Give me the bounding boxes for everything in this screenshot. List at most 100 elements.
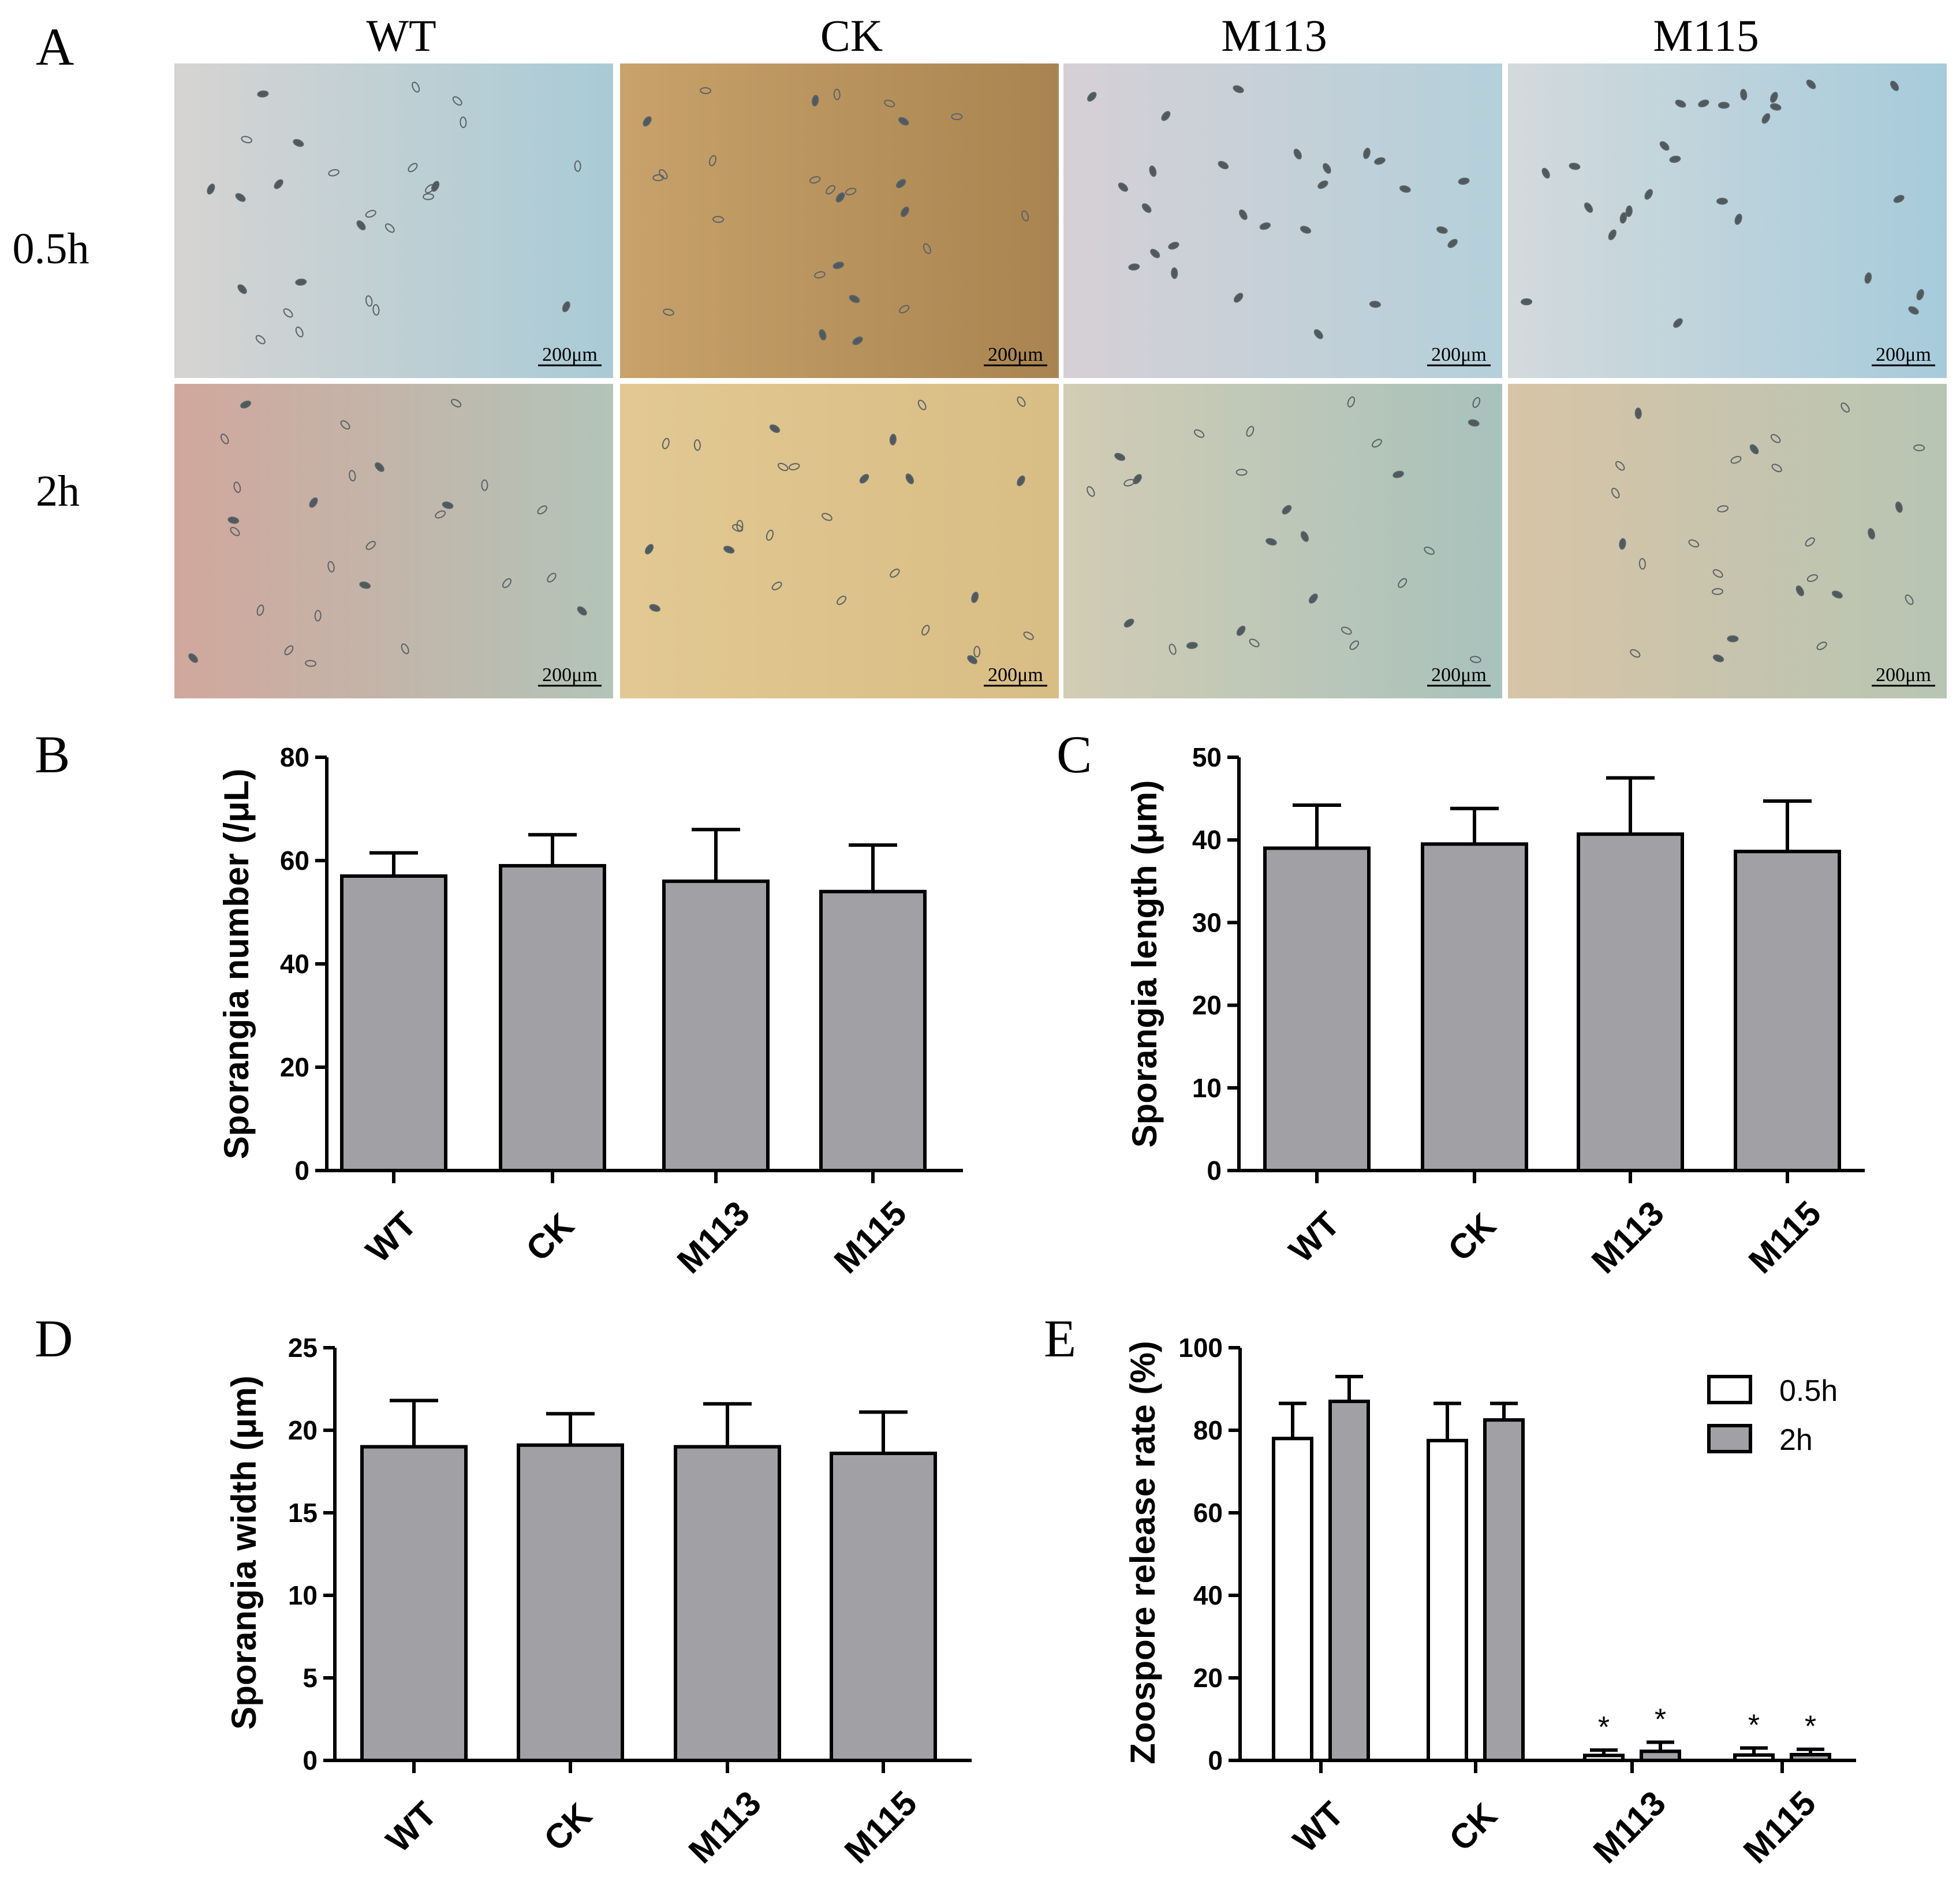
chart-e-plot: 0 20 40 60 80 100 Zoospore release rate (%) WT C… [1123,1333,1856,1871]
sporangium-dot [693,439,701,451]
sporangium-dot [708,155,716,167]
scale-bar-label: 200μm [1431,344,1487,365]
chart-c-y-tick-label: 20 [1192,990,1222,1020]
sporangium-dot [1718,102,1730,109]
sporangium-dot [649,604,660,612]
chart-b-bar [499,863,606,1172]
sporangium-dot [365,295,373,307]
sporangium-dot [1347,396,1356,407]
sporangium-dot [284,645,294,656]
sporangium-dot [1236,626,1246,636]
row-header-2h: 2h [36,467,80,515]
sporangium-dot [295,326,304,338]
sporangium-dot [1017,475,1025,487]
sporangium-dot [643,116,652,127]
sporangium-dot [1168,242,1179,250]
legend-label-2h: 2h [1779,1423,1813,1457]
sporangium-dot [1638,558,1646,570]
sporangium-dot [327,560,335,573]
sporangium-dot [1716,197,1728,205]
micrograph-background [1063,63,1502,378]
chart-e-category-label: WT [1286,1794,1351,1860]
sporangium-dot [309,497,318,508]
micrograph-background [620,63,1059,378]
sporangium-dot [1625,205,1633,217]
chart-b-category-label: WT [359,1205,424,1270]
micrograph-background [174,63,613,378]
sporangium-dot [1761,113,1771,124]
sporangium-dot [562,301,570,312]
sporangium-dot [1806,79,1816,89]
chart-c-category-label: WT [1282,1205,1347,1270]
chart-e-category-label: M115 [1736,1783,1823,1871]
sporangium-dot [452,96,462,106]
sporangium-dot [356,220,366,230]
sporangium-dot [1218,160,1229,170]
chart-e-y-tick-label: 40 [1193,1580,1223,1610]
sporangium-dot [1363,147,1371,159]
sporangium-dot [812,95,819,107]
panel-d-letter: D [35,1309,73,1368]
chart-c-bar [1734,850,1841,1173]
sporangium-dot [1831,590,1843,599]
sporangium-dot [372,304,380,316]
chart-e-y-tick-label: 100 [1178,1333,1223,1363]
sporangium-dot [1730,455,1742,464]
sporangium-dot [777,462,789,472]
sporangium-dot [1611,488,1620,499]
chart-b-bar [662,879,770,1173]
sporangium-dot [700,87,712,95]
sporangium-dot [1688,539,1700,548]
sporangium-dot [1249,638,1260,648]
sporangium-dot [365,210,376,218]
chart-c-y-tick-label: 50 [1192,742,1222,772]
sporangium-dot [502,578,512,588]
micrograph-background [1508,63,1947,378]
sporangium-dot [898,117,909,126]
micrograph-background [1508,384,1947,698]
chart-d-bar [517,1443,624,1762]
sporangium-dot [967,655,977,664]
scale-bar-label: 200μm [1876,664,1931,686]
sporangium-dot [1234,293,1244,303]
sporangium-dot [1235,469,1248,476]
sporangium-dot [240,400,252,409]
micrograph-wt-0-5h: 200μm [174,63,613,378]
micrograph-ck-0-5h: 200μm [620,63,1059,378]
sporangium-dot [1634,407,1642,420]
sporangium-dot [917,399,927,410]
chart-d-bar [830,1452,937,1763]
sporangium-dot [1770,92,1778,103]
sporangium-dot [1323,163,1331,174]
sporangium-dot [375,462,384,472]
sporangium-dot [1472,397,1481,408]
chart-d-y-tick-label: 25 [288,1333,318,1363]
chart-b-y-tick-label: 20 [280,1052,309,1082]
sporangium-dot [220,433,229,444]
sporangium-dot [1349,640,1360,650]
chart-c-y-tick-label: 0 [1207,1156,1222,1186]
sporangium-dot [1659,141,1670,151]
sporangium-dot [1717,505,1729,513]
sporangium-dot [766,529,774,541]
sporangium-dot [1749,444,1759,455]
sporangium-dot [852,336,863,345]
sporangium-dot [1675,99,1686,108]
column-header-m113: M113 [1221,10,1327,61]
sporangium-dot [283,308,293,318]
sporangium-dot [1569,163,1581,170]
sporangium-dot [1398,578,1408,588]
scale-bar-label: 200μm [1876,344,1931,365]
panel-e-letter: E [1044,1309,1076,1368]
sporangium-dot [1369,301,1381,308]
chart-b-y-tick-label: 40 [280,949,309,979]
sporangium-dot [1468,419,1480,427]
sporangium-dot [1087,92,1097,102]
sporangium-dot [1021,210,1029,222]
sporangium-dot [1300,226,1312,234]
sporangium-dot [1424,547,1435,555]
micrograph-grid: 200μm 200μm 200μm 200μm 200μm 200μm 200μm 200μm [174,63,1947,698]
chart-b-category-label: CK [518,1206,581,1269]
sporangium-dot [1805,537,1815,547]
sporangium-dot [971,592,979,603]
